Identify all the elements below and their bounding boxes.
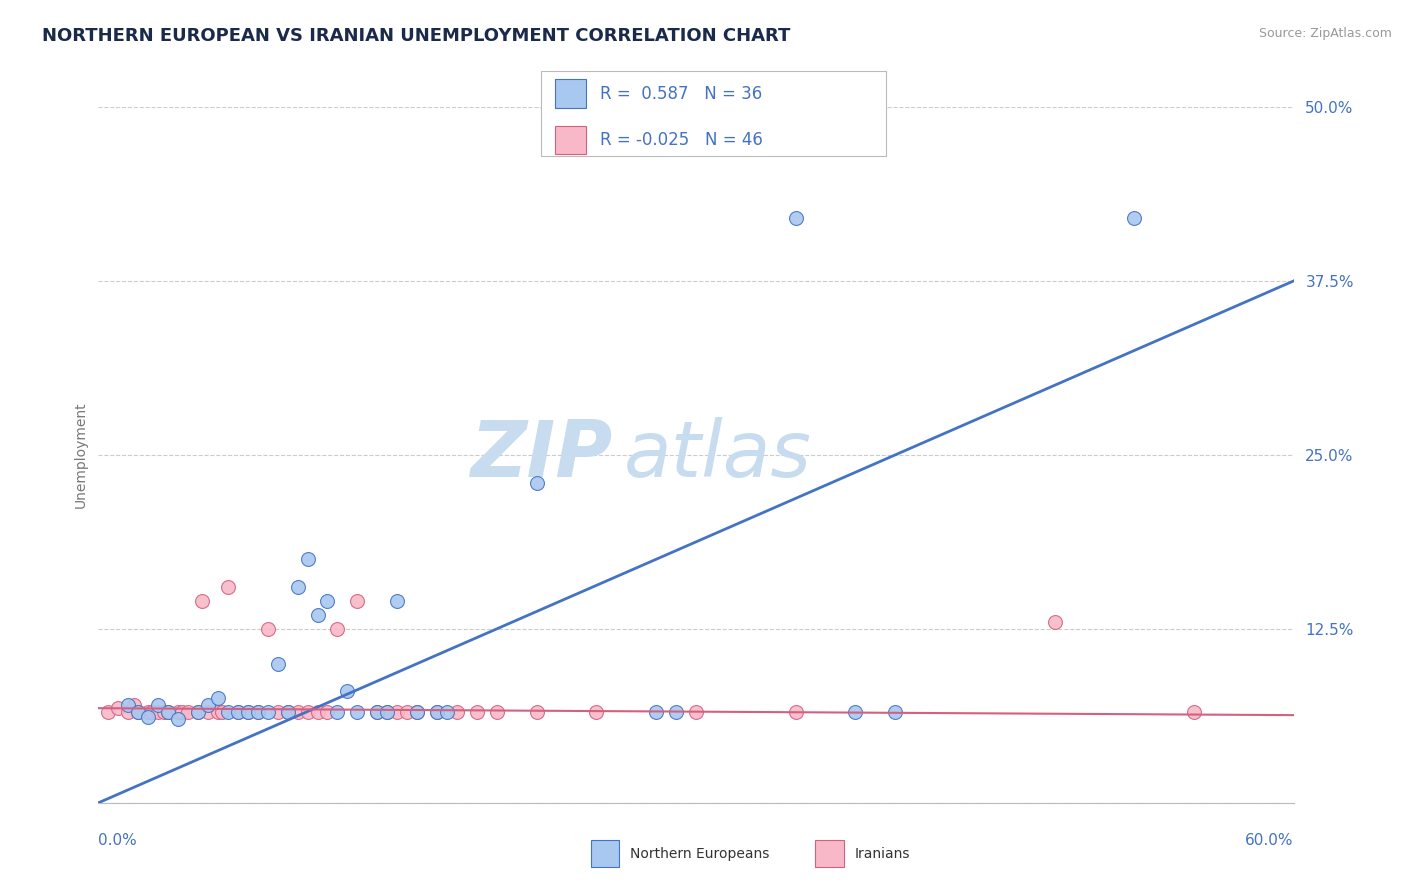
- Point: [336, 684, 359, 698]
- Text: NORTHERN EUROPEAN VS IRANIAN UNEMPLOYMENT CORRELATION CHART: NORTHERN EUROPEAN VS IRANIAN UNEMPLOYMEN…: [42, 27, 790, 45]
- Text: Iranians: Iranians: [855, 847, 910, 861]
- Point: [326, 622, 349, 636]
- Point: [375, 706, 398, 720]
- Point: [127, 706, 149, 720]
- Point: [316, 594, 339, 608]
- Point: [645, 706, 668, 720]
- Point: [585, 706, 607, 720]
- Point: [236, 706, 259, 720]
- Point: [217, 580, 239, 594]
- Point: [226, 706, 249, 720]
- Point: [197, 698, 219, 713]
- Point: [167, 712, 190, 726]
- Point: [277, 706, 299, 720]
- Point: [465, 706, 488, 720]
- Point: [287, 580, 309, 594]
- Text: 0.0%: 0.0%: [98, 833, 138, 848]
- Point: [485, 706, 508, 720]
- Point: [197, 706, 219, 720]
- Point: [297, 706, 319, 720]
- Point: [346, 706, 368, 720]
- Point: [124, 698, 146, 713]
- Point: [157, 706, 180, 720]
- Point: [211, 706, 233, 720]
- Point: [246, 706, 269, 720]
- Point: [785, 706, 807, 720]
- Point: [167, 706, 190, 720]
- Point: [287, 706, 309, 720]
- Point: [406, 706, 429, 720]
- Point: [141, 706, 163, 720]
- Point: [385, 594, 409, 608]
- Point: [226, 706, 249, 720]
- Point: [665, 706, 688, 720]
- Point: [187, 706, 209, 720]
- Point: [307, 706, 329, 720]
- Point: [526, 706, 548, 720]
- Point: [396, 706, 419, 720]
- Point: [256, 706, 278, 720]
- Text: 60.0%: 60.0%: [1246, 833, 1294, 848]
- Point: [426, 706, 449, 720]
- Text: R =  0.587   N = 36: R = 0.587 N = 36: [600, 85, 762, 103]
- Point: [406, 706, 429, 720]
- Point: [148, 698, 170, 713]
- Point: [785, 211, 807, 226]
- Point: [177, 706, 200, 720]
- Point: [207, 706, 229, 720]
- Point: [1123, 211, 1146, 226]
- Point: [157, 706, 180, 720]
- Point: [346, 594, 368, 608]
- Text: ZIP: ZIP: [470, 417, 612, 493]
- Point: [685, 706, 707, 720]
- Point: [307, 607, 329, 622]
- Point: [246, 706, 269, 720]
- Point: [446, 706, 468, 720]
- Point: [127, 706, 149, 720]
- Text: R = -0.025   N = 46: R = -0.025 N = 46: [600, 131, 763, 149]
- Point: [426, 706, 449, 720]
- Point: [236, 706, 259, 720]
- Point: [117, 706, 139, 720]
- Text: atlas: atlas: [624, 417, 813, 493]
- Point: [187, 706, 209, 720]
- Point: [1182, 706, 1205, 720]
- Text: Northern Europeans: Northern Europeans: [630, 847, 769, 861]
- Point: [117, 698, 139, 713]
- Point: [267, 706, 290, 720]
- Point: [844, 706, 866, 720]
- Point: [191, 594, 214, 608]
- Point: [436, 706, 458, 720]
- Point: [1043, 615, 1066, 629]
- Point: [267, 657, 290, 671]
- Point: [884, 706, 907, 720]
- Point: [136, 709, 159, 723]
- Point: [148, 706, 170, 720]
- Point: [366, 706, 388, 720]
- Point: [385, 706, 409, 720]
- Point: [375, 706, 398, 720]
- Point: [207, 691, 229, 706]
- Point: [526, 475, 548, 490]
- Point: [97, 706, 120, 720]
- Text: Source: ZipAtlas.com: Source: ZipAtlas.com: [1258, 27, 1392, 40]
- Y-axis label: Unemployment: Unemployment: [73, 401, 87, 508]
- Point: [172, 706, 194, 720]
- Point: [326, 706, 349, 720]
- Point: [316, 706, 339, 720]
- Point: [153, 706, 176, 720]
- Point: [297, 552, 319, 566]
- Point: [107, 701, 129, 715]
- Point: [136, 706, 159, 720]
- Point: [217, 706, 239, 720]
- Point: [256, 622, 278, 636]
- Point: [366, 706, 388, 720]
- Point: [277, 706, 299, 720]
